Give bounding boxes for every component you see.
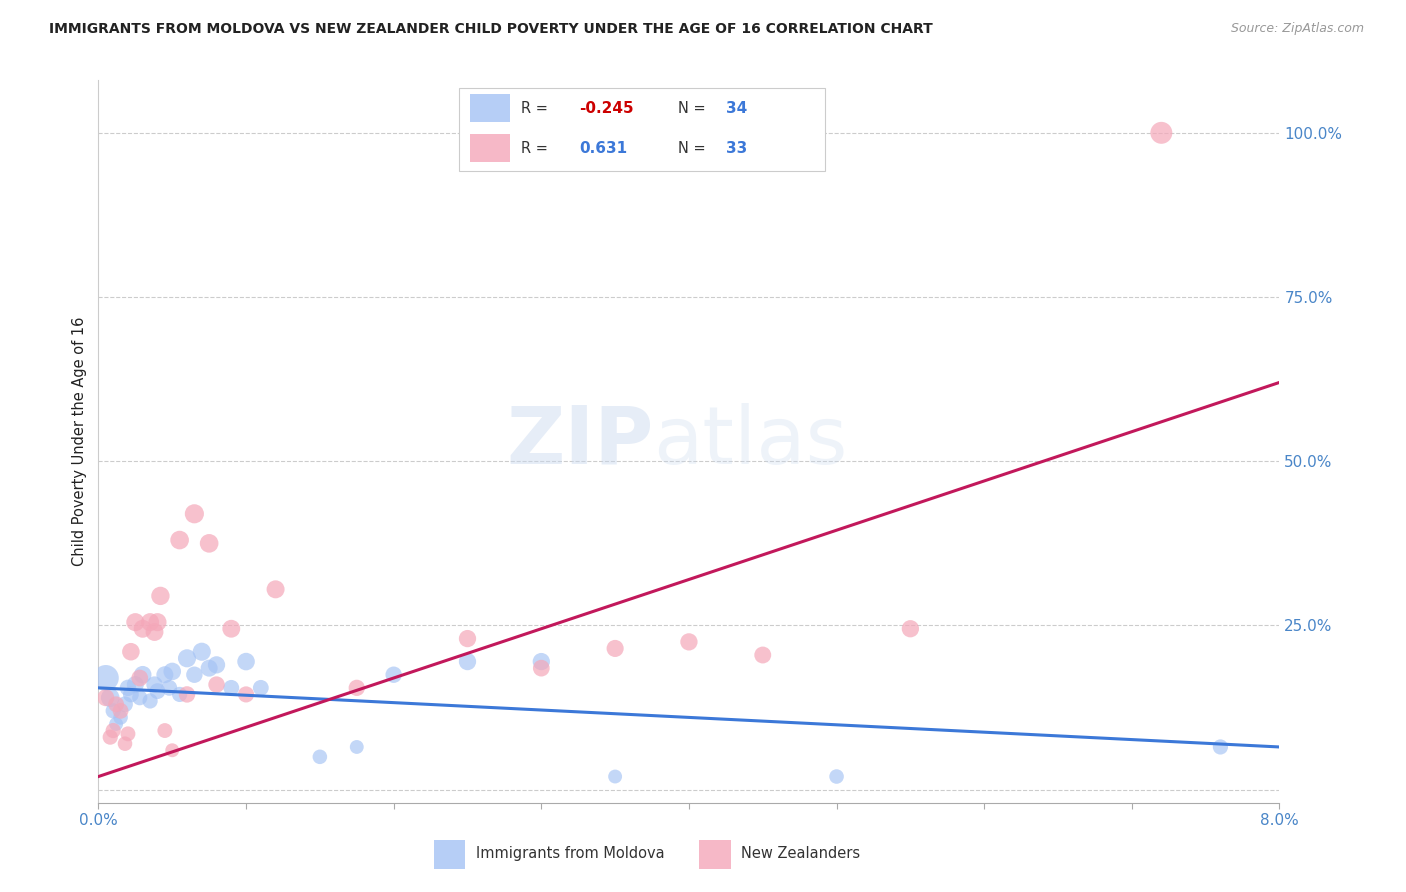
Point (169, 533, 191, 547)
Point (117, 727, 139, 741)
Point (146, 615, 169, 630)
Point (153, 723, 176, 738)
Point (309, 749, 332, 764)
Point (139, 615, 162, 630)
Point (457, 655, 479, 669)
Point (98, 690, 121, 705)
Point (162, 743, 183, 757)
Point (825, 770, 848, 784)
Point (139, 694, 162, 708)
Point (264, 582, 287, 597)
Point (105, 717, 128, 731)
Point (605, 641, 627, 656)
Point (457, 632, 479, 646)
Point (530, 655, 553, 669)
Point (143, 625, 166, 640)
Point (221, 681, 243, 695)
Point (382, 667, 405, 681)
Point (105, 698, 128, 712)
Point (132, 667, 155, 681)
Point (94, 690, 117, 705)
Point (235, 687, 257, 701)
Point (169, 687, 191, 701)
Point (346, 681, 368, 695)
Point (183, 667, 205, 681)
Point (124, 615, 146, 630)
Point (162, 665, 183, 679)
Point (114, 737, 136, 751)
Point (120, 687, 142, 701)
Text: Source: ZipAtlas.com: Source: ZipAtlas.com (1230, 22, 1364, 36)
Text: atlas: atlas (654, 402, 848, 481)
Point (900, 622, 922, 636)
Point (235, 655, 257, 669)
Point (205, 657, 228, 672)
Point (221, 622, 243, 636)
Point (103, 704, 125, 718)
Point (346, 739, 368, 754)
Point (117, 681, 139, 695)
Point (146, 684, 169, 698)
Point (157, 681, 180, 695)
Point (191, 645, 214, 659)
Point (752, 648, 775, 662)
Point (205, 677, 228, 691)
Point (110, 704, 132, 718)
Point (98, 730, 121, 744)
Point (198, 536, 221, 550)
Point (530, 661, 553, 675)
Point (120, 645, 142, 659)
Point (132, 622, 155, 636)
Point (94, 671, 117, 685)
Point (149, 589, 172, 603)
Point (128, 690, 150, 705)
Point (198, 661, 221, 675)
Point (103, 723, 125, 738)
Point (1150, 126, 1173, 140)
Point (250, 681, 273, 695)
Point (110, 710, 132, 724)
Point (128, 671, 150, 685)
Point (153, 667, 176, 681)
Point (183, 507, 205, 521)
Text: ZIP: ZIP (506, 402, 654, 481)
Point (678, 635, 700, 649)
Text: IMMIGRANTS FROM MOLDOVA VS NEW ZEALANDER CHILD POVERTY UNDER THE AGE OF 16 CORRE: IMMIGRANTS FROM MOLDOVA VS NEW ZEALANDER… (49, 22, 934, 37)
Point (605, 770, 627, 784)
Point (124, 677, 146, 691)
Point (114, 698, 136, 712)
Point (1209, 739, 1232, 754)
Point (176, 687, 198, 701)
Point (176, 651, 198, 665)
Point (143, 677, 166, 691)
Y-axis label: Child Poverty Under the Age of 16: Child Poverty Under the Age of 16 (72, 317, 87, 566)
